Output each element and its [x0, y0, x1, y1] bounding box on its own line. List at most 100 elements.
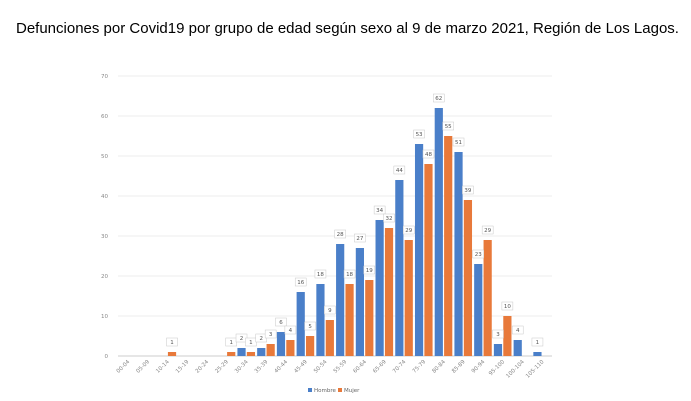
data-label: 29	[484, 228, 491, 234]
data-label-box	[363, 265, 376, 275]
data-label: 1	[229, 340, 233, 346]
data-label: 18	[346, 272, 353, 278]
data-label-box	[334, 229, 346, 239]
data-label: 1	[249, 340, 253, 346]
data-label-box	[393, 165, 406, 175]
legend-swatch-hombre	[308, 388, 312, 392]
data-label: 5	[308, 324, 312, 330]
y-tick-label: 0	[105, 354, 109, 360]
data-label-box	[294, 277, 307, 287]
data-label: 62	[435, 96, 442, 102]
data-label-box	[402, 225, 415, 235]
data-label-box	[343, 269, 356, 279]
data-label-box	[324, 305, 336, 315]
bar-mujer	[365, 280, 374, 356]
bar-mujer	[246, 352, 256, 356]
data-label-box	[501, 301, 514, 311]
bar-mujer	[483, 240, 492, 356]
data-label: 6	[279, 320, 283, 326]
x-tick-label: 35-39	[254, 359, 270, 375]
data-label: 18	[317, 272, 324, 278]
x-tick-label: 15-19	[175, 359, 191, 375]
bar-mujer	[325, 320, 334, 356]
bar-mujer	[286, 340, 295, 356]
x-tick-label: 75-79	[412, 359, 428, 375]
x-tick-label: 85-89	[451, 359, 467, 375]
data-label-box	[462, 185, 474, 195]
bar-mujer	[424, 164, 433, 356]
y-tick-label: 10	[101, 314, 108, 320]
bar-hombre	[434, 108, 443, 356]
data-label: 29	[405, 228, 412, 234]
bar-mujer	[227, 352, 236, 356]
x-tick-label: 25-29	[214, 359, 230, 375]
y-tick-label: 30	[101, 234, 108, 240]
data-label: 4	[516, 328, 520, 334]
x-tick-label: 40-44	[274, 359, 290, 375]
data-label-box	[472, 249, 485, 259]
x-tick-label: 30-34	[234, 359, 250, 375]
x-tick-label: 65-69	[372, 359, 388, 375]
bar-hombre	[493, 344, 503, 356]
data-label: 48	[425, 152, 432, 158]
data-label-box	[304, 321, 316, 331]
data-label-box	[413, 129, 425, 139]
bar-mujer	[404, 240, 413, 356]
x-tick-label: 105-110	[525, 359, 546, 380]
data-label-box	[275, 317, 287, 327]
data-label: 39	[464, 188, 471, 194]
data-label: 9	[328, 308, 332, 314]
bar-hombre	[355, 248, 364, 356]
x-tick-label: 80-84	[431, 359, 447, 375]
data-label-box	[442, 121, 454, 131]
page-title: Defunciones por Covid19 por grupo de eda…	[16, 20, 679, 37]
x-tick-label: 95-100	[488, 359, 506, 377]
x-tick-label: 00-04	[116, 359, 132, 375]
data-labels: 1 121236416518928182719343244295348625551…	[166, 93, 544, 347]
bars	[167, 108, 542, 356]
x-tick-label: 45-49	[293, 359, 309, 375]
bar-hombre	[257, 348, 266, 356]
bar-mujer	[444, 136, 453, 356]
data-label: 55	[445, 124, 452, 130]
bar-mujer	[503, 316, 512, 356]
data-label: 10	[504, 304, 511, 310]
data-label-box	[373, 205, 386, 215]
y-axis: 0 10 20 30 40 50 60 70	[101, 74, 109, 360]
data-label: 32	[386, 216, 393, 222]
data-label: 3	[496, 332, 500, 338]
data-label: 19	[366, 268, 373, 274]
bar-hombre	[533, 352, 542, 356]
data-label-box	[354, 233, 366, 243]
bar-mujer	[167, 352, 177, 356]
bar-hombre	[316, 284, 325, 356]
data-label-box	[492, 329, 504, 339]
bar-hombre	[513, 340, 522, 356]
bar-mujer	[384, 228, 394, 356]
data-label: 28	[337, 232, 344, 238]
data-label-box	[284, 325, 297, 335]
data-label-box	[314, 269, 327, 279]
data-label-box	[511, 325, 524, 335]
data-label: 3	[269, 332, 273, 338]
data-label: 2	[260, 336, 264, 342]
legend-label: Hombre	[314, 388, 336, 394]
bar-mujer	[266, 344, 275, 356]
x-tick-label: 55-59	[333, 359, 349, 375]
bar-hombre	[414, 144, 424, 356]
data-label: 16	[297, 280, 304, 286]
data-label-box	[531, 337, 544, 347]
x-tick-label: 70-74	[392, 359, 408, 375]
x-tick-label: 20-24	[195, 359, 211, 375]
data-label: 4	[289, 328, 293, 334]
x-tick-label: 90-94	[471, 359, 487, 375]
data-label: 27	[356, 236, 363, 242]
data-label-box	[433, 93, 445, 103]
legend: Hombre Mujer	[308, 388, 360, 394]
x-axis: 00-04 05-09 10-14 15-19 20-24 25-29 30-34 35-39…	[116, 359, 546, 380]
bar-mujer	[306, 336, 315, 356]
legend-swatch-mujer	[338, 388, 342, 392]
x-tick-label: 60-64	[352, 359, 368, 375]
y-tick-label: 50	[101, 154, 108, 160]
